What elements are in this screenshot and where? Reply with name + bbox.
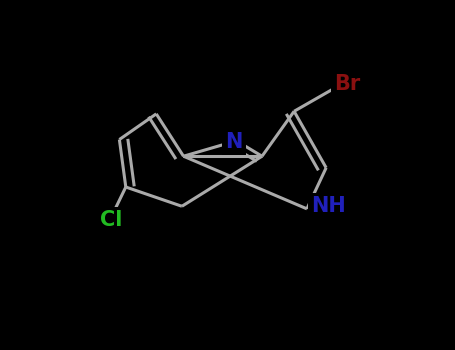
Text: Cl: Cl (100, 210, 122, 230)
Text: Br: Br (334, 74, 360, 94)
Text: N: N (225, 132, 243, 152)
Text: NH: NH (311, 196, 345, 216)
